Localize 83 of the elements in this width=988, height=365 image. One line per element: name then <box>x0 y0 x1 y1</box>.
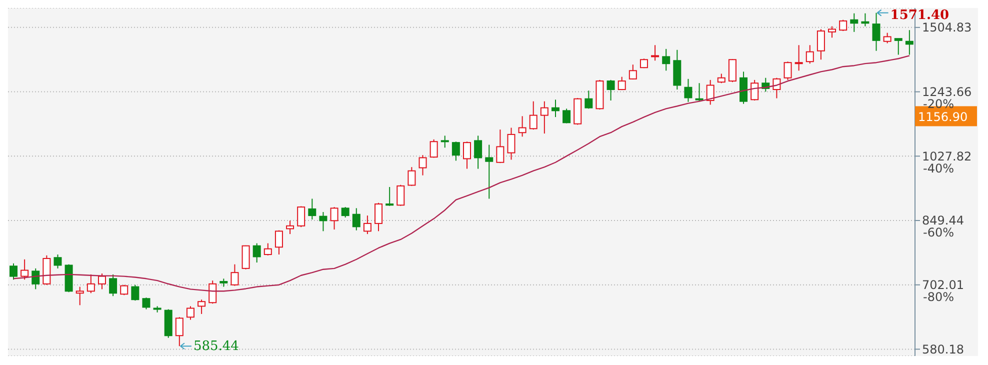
candlestick <box>905 30 914 56</box>
candlestick <box>717 73 726 84</box>
candlestick <box>286 220 294 235</box>
candlestick <box>319 212 328 232</box>
candlestick <box>230 264 239 286</box>
candlestick <box>894 38 902 56</box>
candlestick <box>883 32 892 44</box>
candlestick <box>662 48 670 72</box>
candlestick <box>341 206 350 218</box>
candlestick <box>584 90 593 110</box>
candlestick <box>120 284 128 296</box>
candlestick <box>806 44 814 64</box>
text: 1156.90 <box>918 110 968 124</box>
candlestick <box>264 242 272 256</box>
candlestick <box>651 44 660 62</box>
candlestick <box>750 79 759 101</box>
candlestick <box>142 297 150 310</box>
candlestick <box>198 299 206 314</box>
candlestick <box>850 12 858 32</box>
candlestick <box>418 154 427 176</box>
candlestick <box>828 26 836 38</box>
candlestick <box>308 198 316 220</box>
candlestick <box>363 215 372 235</box>
candlestick <box>109 274 118 297</box>
candlestick <box>728 58 736 83</box>
candlestick <box>86 274 95 294</box>
candlestick <box>374 202 383 232</box>
candlestick <box>839 19 848 32</box>
candlestick <box>386 186 394 206</box>
candlestick <box>551 99 560 118</box>
candlestick <box>32 268 40 290</box>
annotation: 1571.40 <box>890 8 950 23</box>
candlestick <box>562 108 571 124</box>
candlestick <box>131 284 140 302</box>
candlestick <box>474 135 482 170</box>
y-tick-label: 580.18 <box>922 342 964 356</box>
candlestick <box>186 306 194 320</box>
candlestick <box>628 64 637 80</box>
y2-tick-label: -80% <box>923 290 954 304</box>
candlestick <box>408 166 416 186</box>
y-tick-label: 1243.66 <box>922 85 972 100</box>
candlestick <box>518 116 526 138</box>
candlestick <box>695 82 704 102</box>
y-tick-label: 702.01 <box>922 278 964 292</box>
candlestick <box>507 127 516 160</box>
candlestick <box>452 141 460 162</box>
y2-tick-label: -60% <box>923 226 954 240</box>
candlestick <box>529 100 538 130</box>
candlestick <box>297 206 306 228</box>
candlestick <box>861 12 870 27</box>
candlestick <box>440 135 449 148</box>
candlestick <box>496 129 504 164</box>
annotation: 585.44 <box>193 339 239 354</box>
candlestick <box>98 273 106 290</box>
candlestick <box>794 44 803 72</box>
candlestick <box>396 184 405 206</box>
candlestick <box>740 71 748 104</box>
candlestick <box>274 230 283 256</box>
candlestick <box>175 316 184 347</box>
candlestick <box>10 262 18 280</box>
y-tick-label: 849.44 <box>922 214 964 228</box>
candlestick <box>430 138 438 158</box>
y-tick-label: 1504.83 <box>922 20 972 35</box>
candlestick <box>242 244 250 270</box>
candlestick <box>618 76 626 91</box>
candlestick <box>684 78 692 102</box>
candlestick <box>76 286 84 306</box>
y-tick-label: 1027.82 <box>922 149 972 164</box>
candlestick <box>463 141 471 170</box>
candlestick <box>330 206 338 230</box>
candlestick <box>352 208 360 231</box>
y2-tick-label: -40% <box>923 161 954 176</box>
candlestick <box>606 79 615 101</box>
candlestick <box>20 258 29 280</box>
candlestick <box>208 280 217 304</box>
candlestick <box>706 79 714 106</box>
candlestick <box>54 254 62 269</box>
candlestick <box>816 28 825 60</box>
candlestick <box>540 100 548 134</box>
candlestick <box>784 61 792 80</box>
candlestick <box>485 144 494 200</box>
candlestick <box>872 12 880 52</box>
candlestick <box>252 242 261 264</box>
